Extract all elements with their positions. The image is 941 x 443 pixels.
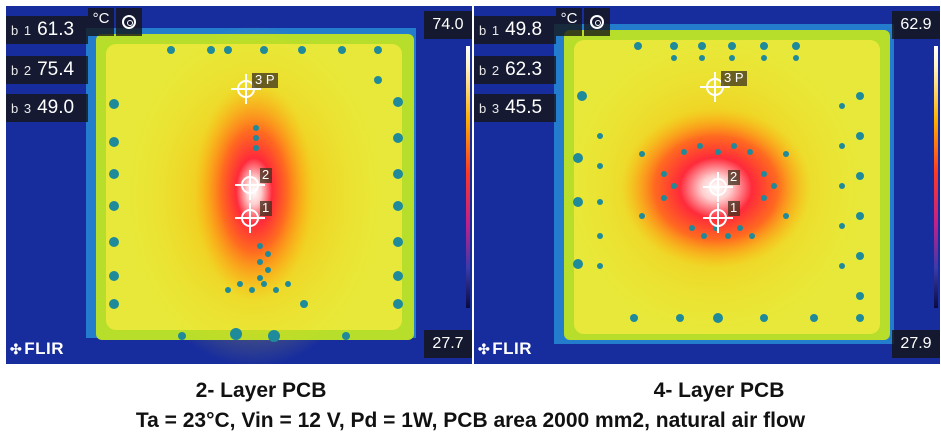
flir-logo-text: FLIR <box>492 339 533 358</box>
marker-label-2: 2 <box>730 169 738 184</box>
readout-value: 61.3 <box>37 19 75 40</box>
readout-value: 45.5 <box>505 97 543 118</box>
marker-labels-right <box>721 71 747 216</box>
thermal-heatmap-left <box>6 6 472 364</box>
readout-tag: b 2 <box>11 62 33 78</box>
flir-logo-icon: ✣ <box>10 341 23 357</box>
scale-min: 27.7 <box>424 330 472 358</box>
camera-mode-icon <box>584 8 610 36</box>
color-scale-bar <box>934 46 938 308</box>
scale-max: 62.9 <box>892 11 940 39</box>
readout-b2: b 2 62.3 <box>474 56 556 84</box>
vias-left <box>109 46 403 342</box>
readout-tag: b 3 <box>11 100 33 116</box>
readout-tag: b 3 <box>479 100 501 116</box>
readout-value: 62.3 <box>505 59 543 80</box>
marker-label-3p: 3 P <box>724 70 744 85</box>
unit-label: °C <box>556 8 582 36</box>
readout-tag: b 2 <box>479 62 501 78</box>
vias-right <box>573 42 864 323</box>
scale-min: 27.9 <box>892 330 940 358</box>
readout-b1: b 1 49.8 <box>474 16 556 44</box>
marker-label-1: 1 <box>730 200 738 215</box>
readout-value: 49.0 <box>37 97 75 118</box>
thermal-image-2-layer: 3 P 2 1 b 1 61.3 b 2 75.4 b 3 49.0 °C 74… <box>6 6 472 364</box>
readout-b2: b 2 75.4 <box>6 56 88 84</box>
crosshair-icon <box>231 74 265 233</box>
unit-label: °C <box>88 8 114 36</box>
readout-value: 75.4 <box>37 59 75 80</box>
readout-value: 49.8 <box>505 19 543 40</box>
scale-max: 74.0 <box>424 11 472 39</box>
flir-logo-icon: ✣ <box>478 341 491 357</box>
readout-b3: b 3 49.0 <box>6 94 88 122</box>
marker-label-3p: 3 P <box>255 72 275 87</box>
test-conditions-caption: Ta = 23°C, Vin = 12 V, Pd = 1W, PCB area… <box>135 409 806 432</box>
readout-tag: b 1 <box>11 22 33 38</box>
crosshair-icon <box>700 72 733 233</box>
readout-b3: b 3 45.5 <box>474 94 556 122</box>
thermal-heatmap-right <box>474 6 940 364</box>
color-scale-bar <box>466 46 470 308</box>
caption-2-layer: 2- Layer PCB <box>195 379 327 402</box>
flir-logo-text: FLIR <box>24 339 65 358</box>
readout-b1: b 1 61.3 <box>6 16 88 44</box>
flir-logo: ✣ FLIR <box>478 339 532 359</box>
marker-label-2: 2 <box>262 167 270 182</box>
marker-labels-left <box>252 73 278 216</box>
flir-logo: ✣ FLIR <box>10 339 64 359</box>
marker-label-1: 1 <box>262 200 270 215</box>
readout-tag: b 1 <box>479 22 501 38</box>
camera-mode-icon <box>116 8 142 36</box>
caption-4-layer: 4- Layer PCB <box>653 379 785 402</box>
thermal-image-4-layer: 3 P 2 1 b 1 49.8 b 2 62.3 b 3 45.5 °C 62… <box>474 6 940 364</box>
